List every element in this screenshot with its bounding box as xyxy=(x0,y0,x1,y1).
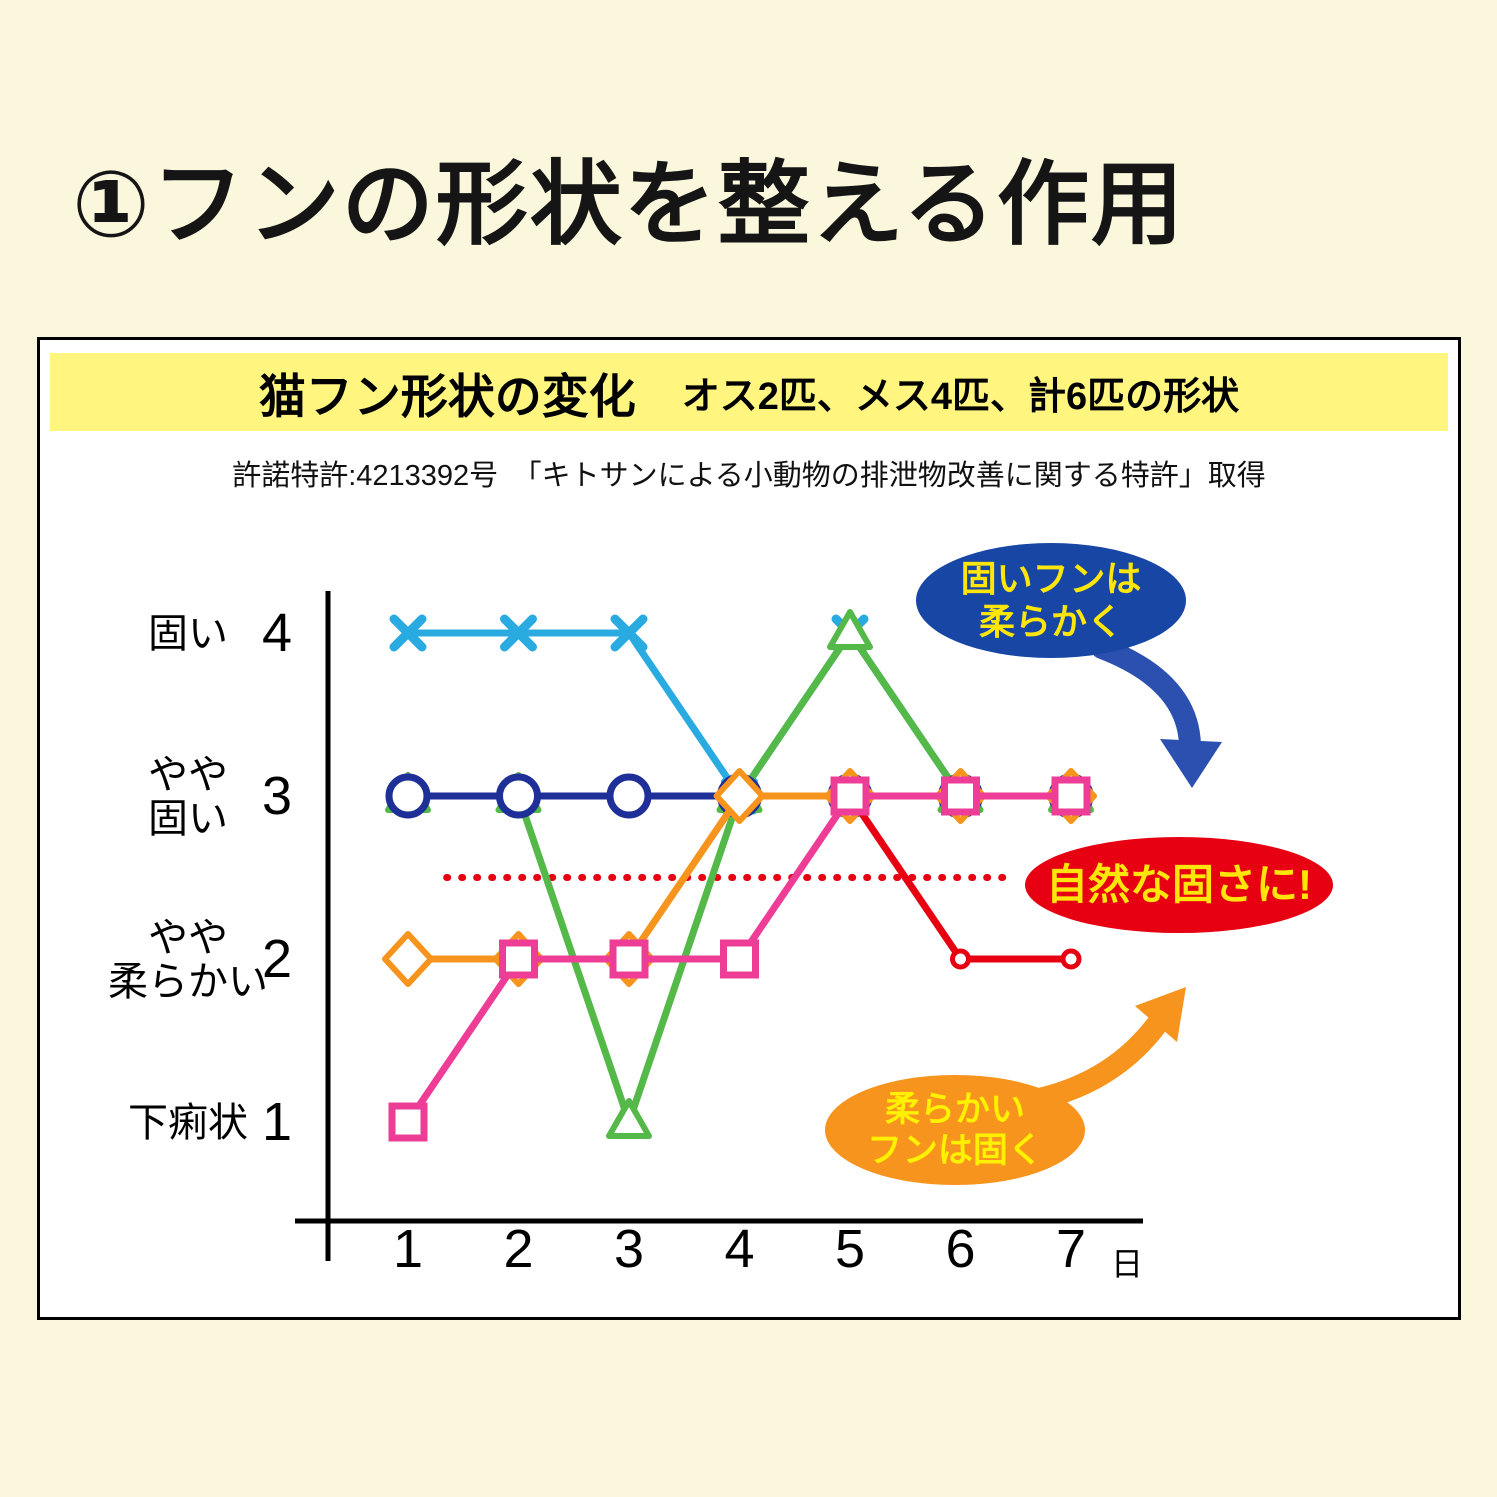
y-tick-label: 固い xyxy=(148,612,228,656)
marker-square-icon xyxy=(941,776,980,816)
marker-dot-icon xyxy=(1060,948,1082,970)
y-tick-label: 固い xyxy=(148,797,228,841)
marker-square-icon xyxy=(609,939,649,979)
annotation-line: 固いフンは xyxy=(960,558,1142,600)
y-tick-label: やや xyxy=(148,753,228,797)
marker-circle-icon xyxy=(496,773,541,819)
annotation-hard-to-soft: 固いフンは 柔らかく xyxy=(916,543,1186,658)
marker-x-icon xyxy=(610,614,648,652)
patent-note: 許諾特許:4213392号 「キトサンによる小動物の排泄物改善に関する特許」取得 xyxy=(232,460,1266,492)
y-tick-number: 1 xyxy=(262,1092,292,1152)
y-tick-label: 下痢状 xyxy=(128,1101,248,1145)
page-title: ①フンの形状を整える作用 xyxy=(72,154,1185,256)
annotation-soft-to-hard: 柔らかい フンは固く xyxy=(825,1075,1085,1185)
marker-diamond-icon xyxy=(713,768,766,824)
marker-square-icon xyxy=(830,776,870,816)
y-tick-number: 4 xyxy=(262,603,292,663)
marker-square-icon xyxy=(720,939,759,979)
annotation-line: フンは固く xyxy=(867,1131,1043,1170)
orange-curved-arrow-icon xyxy=(1019,1012,1169,1112)
x-tick-number: 2 xyxy=(503,1219,533,1279)
chart-panel: 猫フン形状の変化 オス2匹、メス4匹、計6匹の形状 許諾特許:4213392号 … xyxy=(37,337,1461,1320)
x-tick-number: 1 xyxy=(393,1219,423,1279)
blue-arrow-head-icon xyxy=(1160,739,1222,788)
annotation-line: 柔らかく xyxy=(978,600,1123,642)
marker-x-icon xyxy=(500,614,537,652)
x-axis-unit: 日 xyxy=(1111,1246,1143,1282)
marker-square-icon xyxy=(388,1102,428,1142)
marker-circle-icon xyxy=(606,773,652,819)
marker-dot-icon xyxy=(950,948,971,970)
marker-square-icon xyxy=(499,939,538,979)
y-tick-number: 3 xyxy=(262,766,292,826)
x-tick-number: 5 xyxy=(835,1219,865,1279)
x-tick-number: 7 xyxy=(1056,1219,1086,1279)
chart-title: 猫フン形状の変化 xyxy=(258,369,636,423)
marker-x-icon xyxy=(389,614,427,652)
marker-triangle-icon xyxy=(827,609,873,650)
blue-curved-arrow-icon xyxy=(1091,637,1201,756)
x-tick-number: 6 xyxy=(945,1219,975,1279)
orange-arrow-head-icon xyxy=(1135,987,1186,1042)
marker-circle-icon xyxy=(385,773,431,819)
x-tick-number: 3 xyxy=(614,1219,644,1279)
chart-subtitle: オス2匹、メス4匹、計6匹の形状 xyxy=(681,375,1240,418)
y-tick-label: 柔らかい xyxy=(108,960,268,1004)
annotation-natural-firmness: 自然な固さに! xyxy=(1025,837,1333,933)
y-tick-label: やや xyxy=(148,916,228,960)
x-tick-number: 4 xyxy=(724,1219,754,1279)
chart-header-band: 猫フン形状の変化 オス2匹、メス4匹、計6匹の形状 xyxy=(50,353,1448,431)
y-tick-number: 2 xyxy=(262,929,292,989)
marker-square-icon xyxy=(1051,776,1091,816)
annotation-line: 自然な固さに! xyxy=(1046,861,1312,909)
marker-diamond-icon xyxy=(382,931,434,987)
annotation-line: 柔らかい xyxy=(884,1089,1025,1129)
marker-triangle-icon xyxy=(606,1098,652,1139)
